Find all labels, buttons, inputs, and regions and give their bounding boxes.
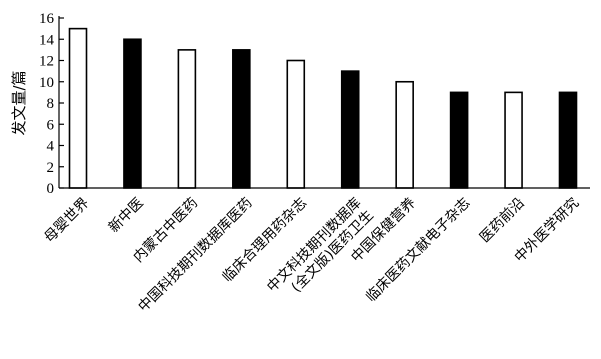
- x-tick-label-line: 新中医: [106, 195, 147, 236]
- y-tick-label: 6: [47, 117, 55, 133]
- x-tick-label-line: 母婴世界: [41, 195, 92, 246]
- x-ticks-group: 母婴世界 新中医内蒙古中医药中国科技期刊数据库医药临床合理用药杂志中文科技期刊数据…: [41, 194, 582, 315]
- y-tick-label: 0: [47, 181, 55, 197]
- y-tick-label: 10: [39, 75, 54, 91]
- bar-1: [68, 27, 88, 189]
- y-tick-label: 8: [47, 96, 55, 112]
- bar-6: [340, 70, 360, 189]
- x-tick-label-line: 医药前沿: [476, 194, 528, 246]
- bar-3: [177, 49, 197, 189]
- bar-4: [232, 49, 251, 189]
- bar-7: [395, 80, 414, 189]
- bar-2: [123, 38, 142, 189]
- y-tick-label: 14: [39, 32, 55, 48]
- y-tick-label: 4: [47, 139, 55, 155]
- y-tick-label: 16: [39, 11, 55, 27]
- x-tick-label: 医药前沿: [476, 194, 528, 246]
- y-ticks-group: 0 2 4 6 8 10 12 14 16: [39, 11, 64, 197]
- x-tick-label: 新中医: [106, 195, 147, 236]
- x-tick-label: 母婴世界: [41, 195, 92, 246]
- y-tick-label: 2: [47, 160, 55, 176]
- bar-8: [449, 91, 469, 189]
- bar-5: [286, 59, 306, 189]
- bar-9: [504, 91, 523, 189]
- x-tick-label: 临床医药文献电子杂志: [363, 195, 473, 305]
- bar-10: [558, 91, 578, 189]
- y-axis-label: 发文量/篇: [10, 70, 28, 135]
- y-tick-label: 12: [39, 54, 54, 70]
- x-tick-label-line: 临床医药文献电子杂志: [363, 195, 473, 305]
- bars-group: [68, 27, 578, 189]
- axes-group: [58, 16, 590, 189]
